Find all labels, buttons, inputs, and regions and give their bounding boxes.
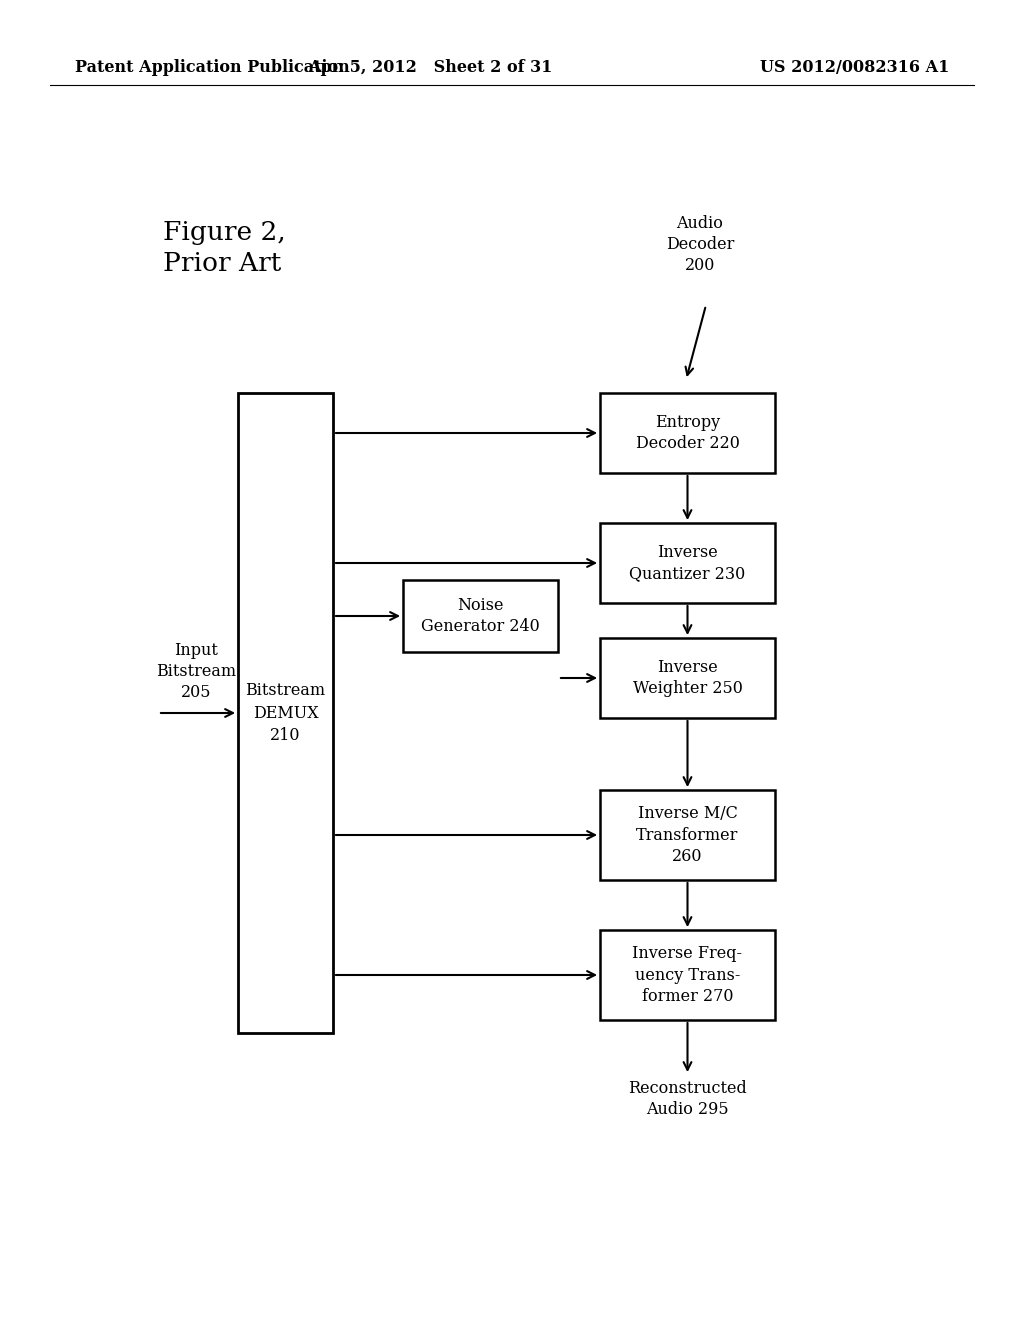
Text: Input
Bitstream
205: Input Bitstream 205 (156, 643, 237, 701)
Bar (403, 579, 558, 652)
Text: Inverse Freq-
uency Trans-
former 270: Inverse Freq- uency Trans- former 270 (633, 945, 742, 1005)
Text: Inverse M/C
Transformer
260: Inverse M/C Transformer 260 (636, 805, 738, 865)
Text: Patent Application Publication: Patent Application Publication (75, 59, 350, 77)
Text: Inverse
Quantizer 230: Inverse Quantizer 230 (630, 544, 745, 582)
Text: Reconstructed
Audio 295: Reconstructed Audio 295 (628, 1080, 746, 1118)
Text: Noise
Generator 240: Noise Generator 240 (421, 597, 540, 635)
Bar (600, 638, 775, 718)
Bar (600, 523, 775, 603)
Text: Figure 2,
Prior Art: Figure 2, Prior Art (163, 220, 286, 276)
Bar (600, 931, 775, 1020)
Bar (238, 393, 333, 1034)
Bar (600, 393, 775, 473)
Text: Entropy
Decoder 220: Entropy Decoder 220 (636, 413, 739, 453)
Text: Audio
Decoder
200: Audio Decoder 200 (666, 215, 734, 273)
Text: US 2012/0082316 A1: US 2012/0082316 A1 (760, 59, 949, 77)
Text: Inverse
Weighter 250: Inverse Weighter 250 (633, 659, 742, 697)
Text: Apr. 5, 2012   Sheet 2 of 31: Apr. 5, 2012 Sheet 2 of 31 (308, 59, 552, 77)
Text: Bitstream
DEMUX
210: Bitstream DEMUX 210 (246, 682, 326, 743)
Bar (600, 789, 775, 880)
